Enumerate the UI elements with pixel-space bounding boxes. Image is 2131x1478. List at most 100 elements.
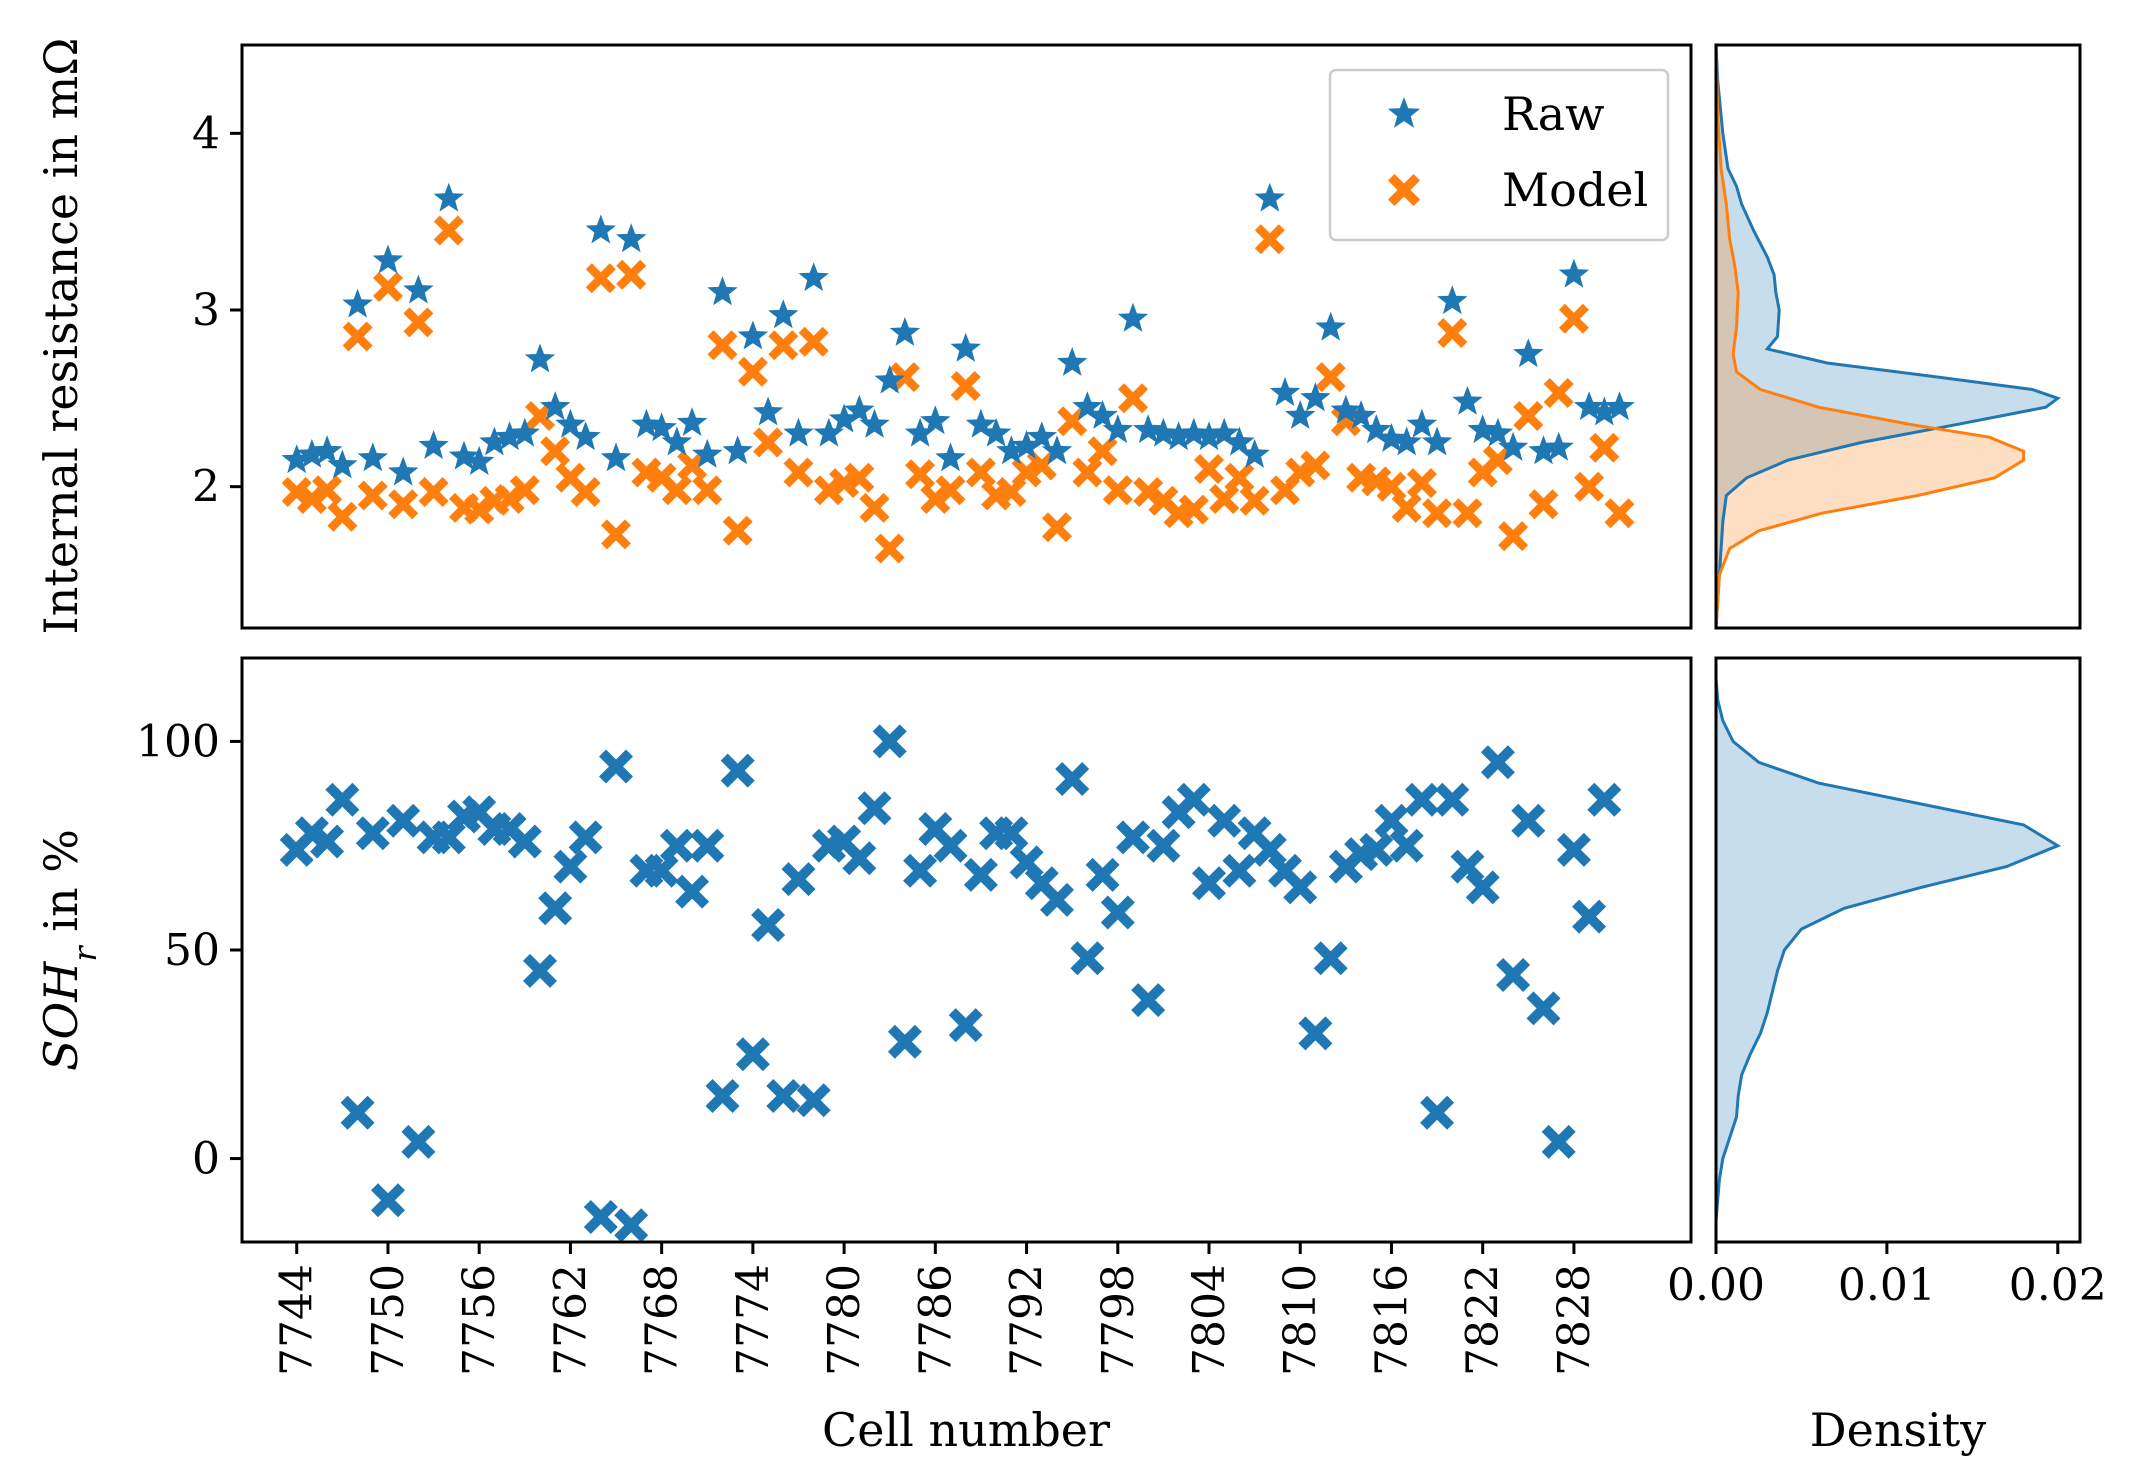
raw-point (1345, 400, 1377, 429)
model-point (342, 321, 373, 352)
model-point (1118, 383, 1148, 414)
raw-point (1254, 182, 1285, 212)
raw-point (692, 438, 723, 468)
model-point (768, 330, 799, 361)
cell-xtick-label: 7822 (1458, 1264, 1509, 1376)
soh-point (1465, 870, 1500, 905)
soh-point (659, 828, 694, 863)
soh-point (553, 849, 588, 884)
soh-density-fill (1716, 678, 2058, 1222)
raw-point (1361, 414, 1392, 444)
soh-point (842, 841, 877, 876)
legend-raw-label: Raw (1502, 87, 1605, 141)
soh-point (933, 828, 968, 863)
soh-ylabel: SOHr in % (34, 829, 104, 1071)
soh-ylabel-main: SOH (34, 961, 88, 1071)
model-point (844, 462, 875, 493)
model-point (281, 477, 312, 507)
model-point (920, 484, 951, 514)
raw-point (783, 417, 814, 447)
raw-point (1102, 414, 1133, 444)
model-point (601, 519, 631, 550)
cell-xtick-label: 7792 (1002, 1264, 1053, 1376)
soh-point (857, 791, 892, 826)
soh-point (1435, 782, 1470, 817)
raw-point (1391, 426, 1422, 456)
soh-point (751, 908, 786, 942)
model-point (373, 272, 403, 302)
model-point (1422, 498, 1453, 529)
model-point (1574, 471, 1605, 502)
model-point (1011, 457, 1042, 488)
model-point (494, 484, 525, 514)
model-point (813, 475, 844, 506)
soh-point (1313, 941, 1348, 976)
soh-panel: 0 50 100 7744 7750 7756 7762 7768 7774 7780 7786 7… (34, 656, 1693, 1457)
soh-point (401, 1124, 436, 1159)
soh-point (781, 862, 816, 897)
soh-point (1404, 782, 1439, 817)
model-point (296, 484, 327, 514)
raw-point (752, 396, 784, 426)
soh-point (1207, 803, 1242, 838)
legend-model-label: Model (1502, 163, 1648, 217)
soh-point (1070, 941, 1105, 976)
raw-point (904, 417, 936, 447)
soh-point (507, 824, 542, 859)
model-point (1528, 489, 1559, 520)
soh-point (1298, 1016, 1333, 1051)
model-point (1178, 494, 1209, 525)
soh-point (766, 1079, 801, 1113)
raw-point (1087, 400, 1118, 429)
raw-point (509, 417, 540, 447)
cell-xtick-label: 7828 (1549, 1264, 1600, 1376)
density-xtick-label: 0.00 (1667, 1260, 1765, 1311)
soh-point (386, 803, 421, 838)
raw-point (1376, 423, 1407, 452)
resistance-plot-frame (240, 43, 1693, 630)
raw-point (1224, 426, 1255, 456)
raw-point (555, 408, 586, 438)
soh-point (1176, 782, 1211, 817)
model-point (1224, 462, 1255, 493)
density-xtick-label: 0.01 (1838, 1260, 1936, 1311)
model-point (950, 371, 981, 401)
raw-point (1117, 302, 1149, 332)
soh-plot-frame (240, 656, 1693, 1244)
raw-point (1497, 431, 1529, 461)
raw-point (798, 262, 829, 292)
soh-point (325, 782, 360, 817)
raw-density-line (1716, 45, 2061, 628)
raw-point (768, 299, 799, 329)
soh-point (1556, 832, 1591, 867)
cell-xtick-label: 7762 (545, 1264, 596, 1376)
raw-point (1041, 435, 1073, 465)
raw-point (1604, 391, 1635, 421)
resistance-panel: 2 3 4 Internal resistance in mΩ (34, 38, 1693, 634)
model-point (661, 475, 692, 506)
soh-point (1496, 958, 1531, 992)
raw-point (464, 445, 495, 475)
raw-point (980, 417, 1012, 447)
model-point (1239, 485, 1270, 516)
model-density-fill (1716, 45, 2024, 628)
raw-point (357, 442, 388, 472)
raw-point (540, 391, 571, 421)
soh-point (644, 853, 679, 888)
model-point (1102, 475, 1133, 506)
model-point (540, 436, 571, 467)
soh-point (994, 816, 1029, 851)
raw-point (585, 214, 616, 244)
raw-point (1406, 408, 1438, 438)
model-point (935, 475, 966, 506)
soh-point (614, 1208, 649, 1242)
soh-point (963, 857, 998, 892)
raw-point (1148, 417, 1179, 447)
cell-number-xlabel: Cell number (822, 1403, 1110, 1457)
model-point (1513, 401, 1544, 431)
raw-point (1589, 396, 1620, 426)
raw-point (448, 440, 480, 470)
raw-point (935, 442, 966, 472)
raw-point (1437, 285, 1468, 315)
soh-point (705, 1079, 740, 1113)
